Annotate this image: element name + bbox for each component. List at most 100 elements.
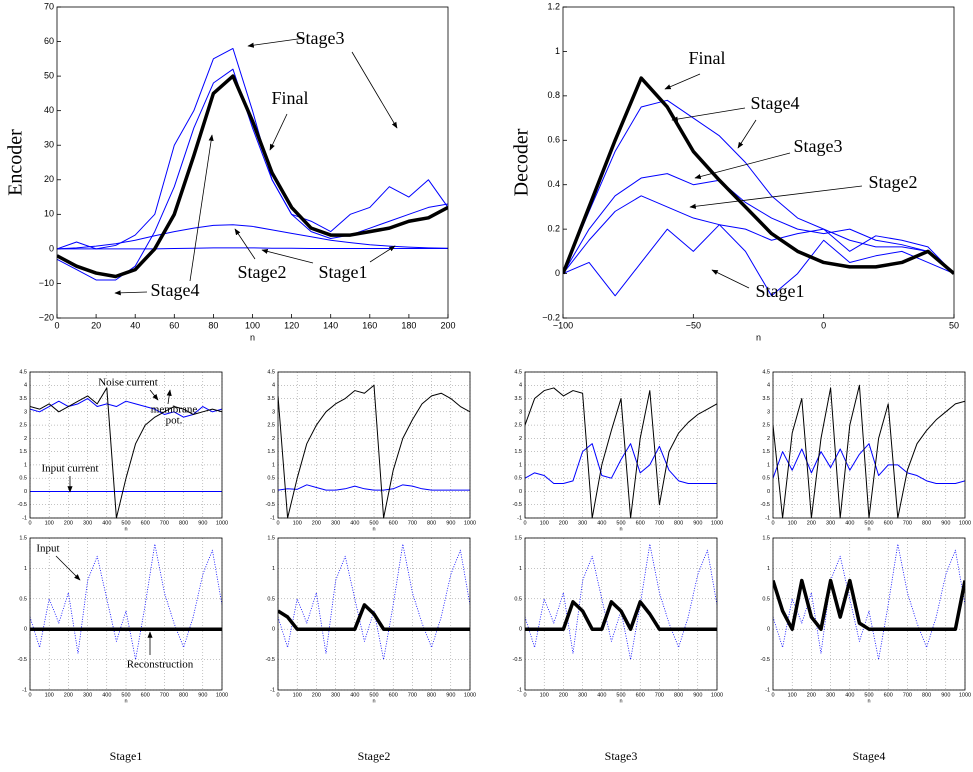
x-tick-label: 200 — [64, 520, 73, 526]
series-line — [525, 543, 717, 660]
y-tick-label: 3.5 — [19, 396, 27, 402]
x-tick-label: 600 — [884, 692, 893, 698]
stage-caption: Stage4 — [853, 749, 886, 763]
x-tick-label: 700 — [655, 520, 664, 526]
y-tick-label: 3.5 — [267, 396, 275, 402]
stage-caption: Stage1 — [110, 749, 143, 763]
annotation: Stage2 — [238, 262, 287, 282]
y-tick-label: 0 — [272, 627, 275, 633]
y-tick-label: 2.5 — [19, 423, 27, 429]
y-tick-label: 0.2 — [547, 224, 560, 234]
series-line — [525, 387, 717, 519]
x-tick-label: 300 — [83, 520, 92, 526]
y-tick-label: 0.5 — [267, 596, 275, 602]
y-tick-label: -0.5 — [266, 657, 275, 663]
y-tick-label: 0.4 — [547, 179, 560, 189]
chart-panel: -1 -0.5 0 0.5 1 1.5 0 100 200 300 400 500 600 700 800 9… — [266, 535, 477, 762]
chart-panel: -1 -0.5 0 0.5 1 1.5 2 2.5 3 3.5 4 4.5 0 100 200 300 400 5… — [18, 369, 229, 532]
y-tick-label: 20 — [44, 174, 54, 184]
x-tick-label: 900 — [941, 520, 950, 526]
x-tick-label: 1000 — [464, 520, 476, 526]
x-tick-label: 100 — [540, 692, 549, 698]
x-tick-label: 400 — [350, 520, 359, 526]
y-tick-label: 0.8 — [547, 90, 560, 100]
stage-caption: Stage3 — [605, 749, 638, 763]
x-tick-label: 500 — [616, 692, 625, 698]
x-tick-label: 900 — [198, 520, 207, 526]
y-tick-label: 30 — [44, 140, 54, 150]
series-line — [773, 443, 965, 484]
x-tick-label: 300 — [826, 692, 835, 698]
x-axis-label: n — [867, 698, 870, 704]
x-tick-label: 400 — [845, 520, 854, 526]
x-tick-label: 0 — [523, 692, 526, 698]
x-tick-label: 1000 — [711, 520, 723, 526]
x-tick-label: 600 — [141, 692, 150, 698]
y-tick-label: 3.5 — [762, 396, 770, 402]
x-tick-label: 600 — [389, 520, 398, 526]
y-tick-label: 0.5 — [514, 476, 522, 482]
x-tick-label: 50 — [949, 320, 959, 330]
x-tick-label: 200 — [559, 520, 568, 526]
annotation: membrane — [151, 404, 198, 416]
x-tick-label: 700 — [655, 692, 664, 698]
x-axis-label: n — [124, 698, 127, 704]
x-tick-label: 0 — [276, 692, 279, 698]
annotation-arrow — [737, 119, 757, 149]
x-tick-label: 500 — [616, 520, 625, 526]
x-tick-label: 300 — [578, 520, 587, 526]
x-tick-label: 200 — [312, 520, 321, 526]
y-tick-label: -0.5 — [761, 657, 770, 663]
y-tick-label: 50 — [44, 70, 54, 80]
y-tick-label: 3 — [767, 409, 770, 415]
chart-panel: −0.2 0 0.2 0.4 0.6 0.8 1 1.2 −100 −50 0 50 Decoder n F… — [511, 1, 959, 342]
x-tick-label: 0 — [523, 520, 526, 526]
y-tick-label: −10 — [39, 278, 54, 288]
y-axis-label: Decoder — [511, 128, 533, 196]
y-tick-label: 3 — [272, 409, 275, 415]
annotation-arrow — [261, 248, 314, 264]
x-tick-label: 700 — [408, 692, 417, 698]
annotation-arrow — [149, 389, 159, 401]
annotation: Stage3 — [296, 28, 345, 48]
y-tick-label: 70 — [44, 1, 54, 11]
x-tick-label: 900 — [198, 692, 207, 698]
y-tick-label: 4.5 — [267, 369, 275, 375]
x-tick-label: 800 — [922, 520, 931, 526]
series-line — [563, 195, 954, 274]
y-tick-label: -0.5 — [18, 657, 27, 663]
annotation-arrow — [166, 389, 172, 405]
y-tick-label: 3 — [24, 409, 27, 415]
x-tick-label: −100 — [553, 320, 573, 330]
series-line — [773, 543, 965, 660]
y-tick-label: −0.2 — [542, 312, 560, 322]
y-tick-label: 0.5 — [762, 596, 770, 602]
annotation: Stage4 — [151, 280, 200, 300]
y-tick-label: 4.5 — [19, 369, 27, 375]
x-tick-label: 0 — [771, 692, 774, 698]
y-tick-label: 60 — [44, 36, 54, 46]
x-tick-label: 1000 — [464, 692, 476, 698]
chart-panel: -1 -0.5 0 0.5 1 1.5 2 2.5 3 3.5 4 4.5 0 100 200 300 400 5… — [266, 369, 477, 532]
y-tick-label: 0 — [49, 243, 54, 253]
annotation-arrow — [369, 245, 396, 263]
series-line — [563, 76, 954, 275]
chart-panel: -1 -0.5 0 0.5 1 1.5 0 100 200 300 400 500 600 700 800 9… — [513, 535, 724, 762]
y-tick-label: -0.5 — [513, 502, 522, 508]
x-tick-label: 200 — [312, 692, 321, 698]
y-tick-label: -1 — [517, 515, 522, 521]
annotation-arrow — [247, 37, 306, 48]
x-tick-label: 700 — [408, 520, 417, 526]
x-tick-label: 1000 — [216, 520, 228, 526]
series-line — [30, 398, 222, 418]
x-axis-label: n — [619, 698, 622, 704]
y-tick-label: 0.5 — [514, 596, 522, 602]
x-tick-label: 800 — [427, 520, 436, 526]
annotation: Reconstruction — [127, 659, 194, 671]
x-tick-label: 0 — [54, 320, 59, 330]
y-tick-label: 4.5 — [762, 369, 770, 375]
plot-frame — [772, 371, 966, 519]
annotation-arrow — [711, 269, 750, 289]
y-tick-label: 2.5 — [267, 423, 275, 429]
x-tick-label: 60 — [169, 320, 179, 330]
